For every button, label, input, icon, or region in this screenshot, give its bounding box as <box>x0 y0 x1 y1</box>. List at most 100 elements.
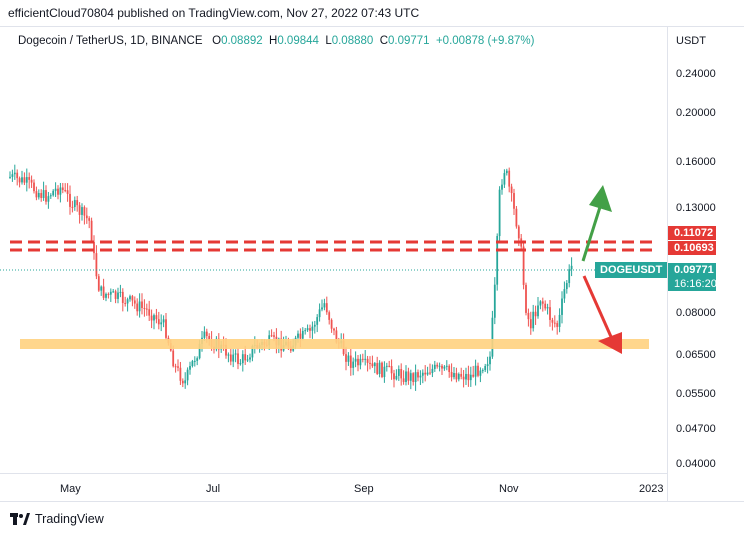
price-tick: 0.20000 <box>676 107 716 119</box>
candle-body <box>16 172 19 179</box>
candle-body <box>491 317 494 357</box>
candle-body <box>30 179 33 183</box>
candle-body <box>112 291 115 293</box>
candle-body <box>395 375 398 380</box>
candle-body <box>133 300 136 304</box>
candle-body <box>551 319 554 323</box>
candle-body <box>330 319 333 329</box>
candle-body <box>198 343 201 359</box>
candle-body <box>90 220 93 242</box>
candle-body <box>534 311 537 317</box>
candle-body <box>138 301 141 312</box>
candle-body <box>390 366 393 374</box>
candle-body <box>479 370 482 376</box>
candle-body <box>153 315 155 321</box>
candle-body <box>225 344 227 356</box>
candle-body <box>455 373 458 380</box>
candle-body <box>52 190 55 196</box>
candle-body <box>354 358 357 362</box>
candle-body <box>165 319 167 338</box>
symbol-price-tag: DOGEUSDT <box>595 262 668 278</box>
candle-body <box>119 291 122 293</box>
price-tick: 0.24000 <box>676 68 716 80</box>
candle-body <box>141 301 143 308</box>
footer-brand[interactable]: TradingView <box>10 512 104 526</box>
candle-body <box>448 365 451 373</box>
candle-body <box>412 373 415 383</box>
currency-label[interactable]: USDT <box>676 35 706 47</box>
candle-body <box>21 177 23 183</box>
candle-body <box>181 380 184 384</box>
candle-body <box>306 328 309 331</box>
candle-body <box>397 369 400 376</box>
candle-body <box>426 372 429 375</box>
candle-body <box>160 322 163 325</box>
support-zone <box>20 339 649 349</box>
candle-body <box>484 365 487 371</box>
low-label: L <box>325 35 332 47</box>
candle-body <box>66 190 69 194</box>
low-value: 0.08880 <box>331 35 374 47</box>
time-tick: 2023 <box>639 483 664 495</box>
candle-body <box>325 303 328 313</box>
candle-body <box>155 315 158 320</box>
candle-body <box>328 312 331 320</box>
candle-body <box>117 292 119 299</box>
candle-body <box>18 178 21 183</box>
price-tick: 0.04700 <box>676 423 716 435</box>
candle-body <box>191 361 194 367</box>
candle-body <box>42 190 45 198</box>
brand-label: TradingView <box>35 512 104 526</box>
resistance-lines <box>10 240 655 252</box>
candle-body <box>345 354 347 362</box>
candle-body <box>270 335 273 337</box>
symbol-title[interactable]: Dogecoin / TetherUS, 1D, BINANCE <box>18 35 203 47</box>
resistance-upper-tag: 0.11072 <box>668 226 716 240</box>
candle-body <box>352 361 355 368</box>
candle-body <box>9 176 11 178</box>
candle-body <box>297 333 299 338</box>
candle-body <box>481 370 484 372</box>
open-label: O <box>212 35 222 47</box>
candle-body <box>88 218 91 221</box>
candle-body <box>45 190 47 202</box>
candle-body <box>13 172 16 175</box>
candle-body <box>83 207 86 216</box>
price-tick: 0.13000 <box>676 202 716 214</box>
candle-body <box>177 366 179 368</box>
candle-body <box>373 363 376 367</box>
candle-body <box>546 307 549 309</box>
candle-body <box>57 188 59 195</box>
candle-body <box>565 283 568 290</box>
candle-body <box>69 193 71 207</box>
candle-body <box>441 365 443 369</box>
candle-body <box>505 170 508 174</box>
time-tick: Sep <box>354 483 374 495</box>
candle-body <box>205 331 208 337</box>
candle-body <box>443 366 446 369</box>
candle-body <box>129 296 131 300</box>
candle-body <box>371 363 374 367</box>
candle-body <box>333 328 335 331</box>
candle-body <box>100 286 103 291</box>
candle-body <box>148 309 151 316</box>
candle-body <box>414 372 417 383</box>
candle-body <box>323 303 326 308</box>
candle-body <box>40 193 43 198</box>
candle-body <box>424 372 427 375</box>
candle-body <box>541 301 544 304</box>
candle-body <box>234 353 237 355</box>
candle-body <box>405 371 407 382</box>
candle-body <box>64 190 67 192</box>
candle-body <box>186 369 189 381</box>
candle-body <box>172 350 175 367</box>
candle-body <box>477 365 479 376</box>
candle-body <box>318 309 321 318</box>
chart-frame <box>0 26 744 502</box>
candle-body <box>361 358 364 360</box>
high-label: H <box>269 35 278 47</box>
time-axis-divider <box>0 473 667 474</box>
price-chart[interactable] <box>0 27 667 473</box>
candle-body <box>95 253 98 277</box>
candle-body <box>61 187 64 191</box>
